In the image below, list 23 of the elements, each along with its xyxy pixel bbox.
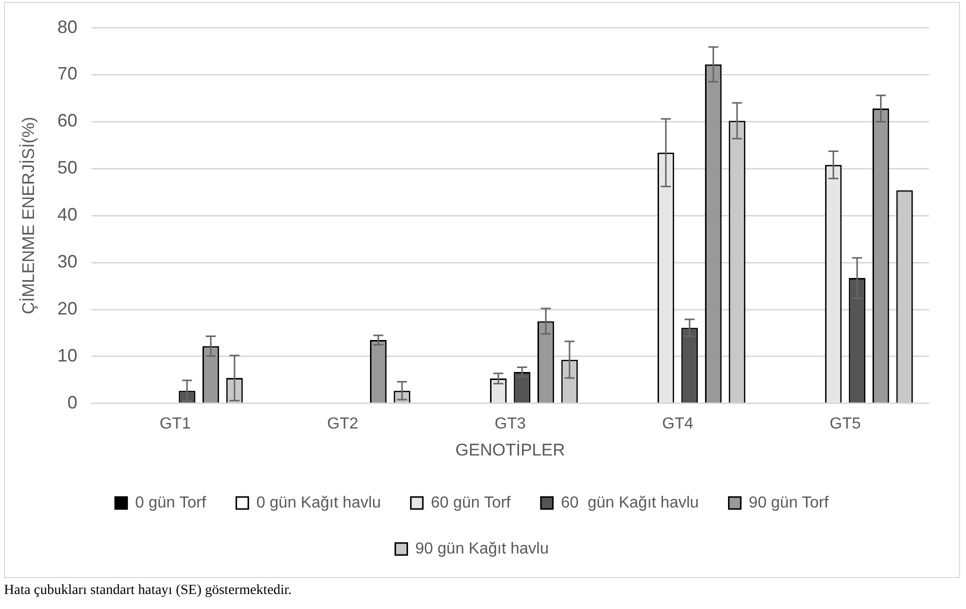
y-axis-title: ÇİMLENME ENERJİSİ(%) (18, 116, 38, 314)
legend-label: 0 gün Torf (135, 494, 207, 512)
x-tick-label: GT5 (830, 415, 861, 432)
x-tick-label: GT3 (494, 415, 526, 432)
y-tick-label: 80 (57, 16, 78, 37)
legend-label: 60 gün Torf (430, 494, 512, 512)
y-tick-label: 70 (57, 64, 78, 84)
x-tick-label: GT2 (327, 415, 358, 432)
legend-label: 90 gün Torf (748, 494, 830, 512)
x-tick-label: GT1 (160, 415, 191, 432)
y-tick-label: 10 (57, 345, 78, 366)
y-tick-label: 40 (57, 204, 78, 225)
y-tick-label: 30 (57, 252, 78, 272)
legend-label: 90 gün Kağıt havlu (415, 540, 549, 558)
y-tick-label: 20 (57, 298, 78, 318)
text: Hata çubukları standart hatayı (SE) göstermektedir. (4, 583, 292, 599)
x-axis-title: GENOTİPLER (455, 440, 566, 460)
legend-label: 60 gün Kağıt havlu (560, 494, 699, 512)
legend-label: 0 gün Kağıt havlu (256, 494, 381, 512)
y-tick-label: 0 (67, 392, 78, 412)
x-tick-label: GT4 (662, 415, 694, 432)
y-tick-label: 50 (57, 158, 78, 178)
y-tick-label: 60 (57, 110, 78, 131)
